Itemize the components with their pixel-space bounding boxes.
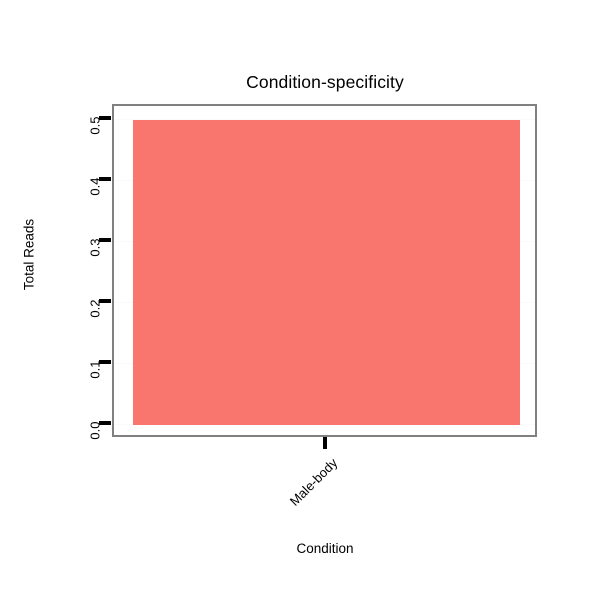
y-tick-mark (99, 237, 111, 242)
y-tick-mark (99, 115, 111, 120)
chart-title: Condition-specificity (246, 72, 404, 92)
y-tick-mark (99, 176, 111, 181)
x-tick-mark (322, 437, 327, 449)
y-tick-label: 0.2 (87, 299, 103, 318)
y-tick-mark (99, 299, 111, 304)
bars-layer (114, 106, 535, 435)
y-tick-label: 0.5 (87, 116, 103, 135)
y-tick-label: 0.4 (87, 177, 103, 196)
x-tick-label: Male-body (286, 455, 340, 509)
y-tick-mark (99, 421, 111, 426)
x-axis-title: Condition (296, 541, 354, 556)
gridline-y (114, 118, 535, 120)
y-axis-title: Total Reads (21, 218, 37, 291)
y-tick-label: 0.0 (87, 421, 103, 440)
plot-panel (112, 104, 537, 437)
y-tick-label: 0.1 (87, 360, 103, 379)
y-tick-mark (99, 360, 111, 365)
y-tick-label: 0.3 (87, 238, 103, 257)
bar (133, 119, 520, 426)
